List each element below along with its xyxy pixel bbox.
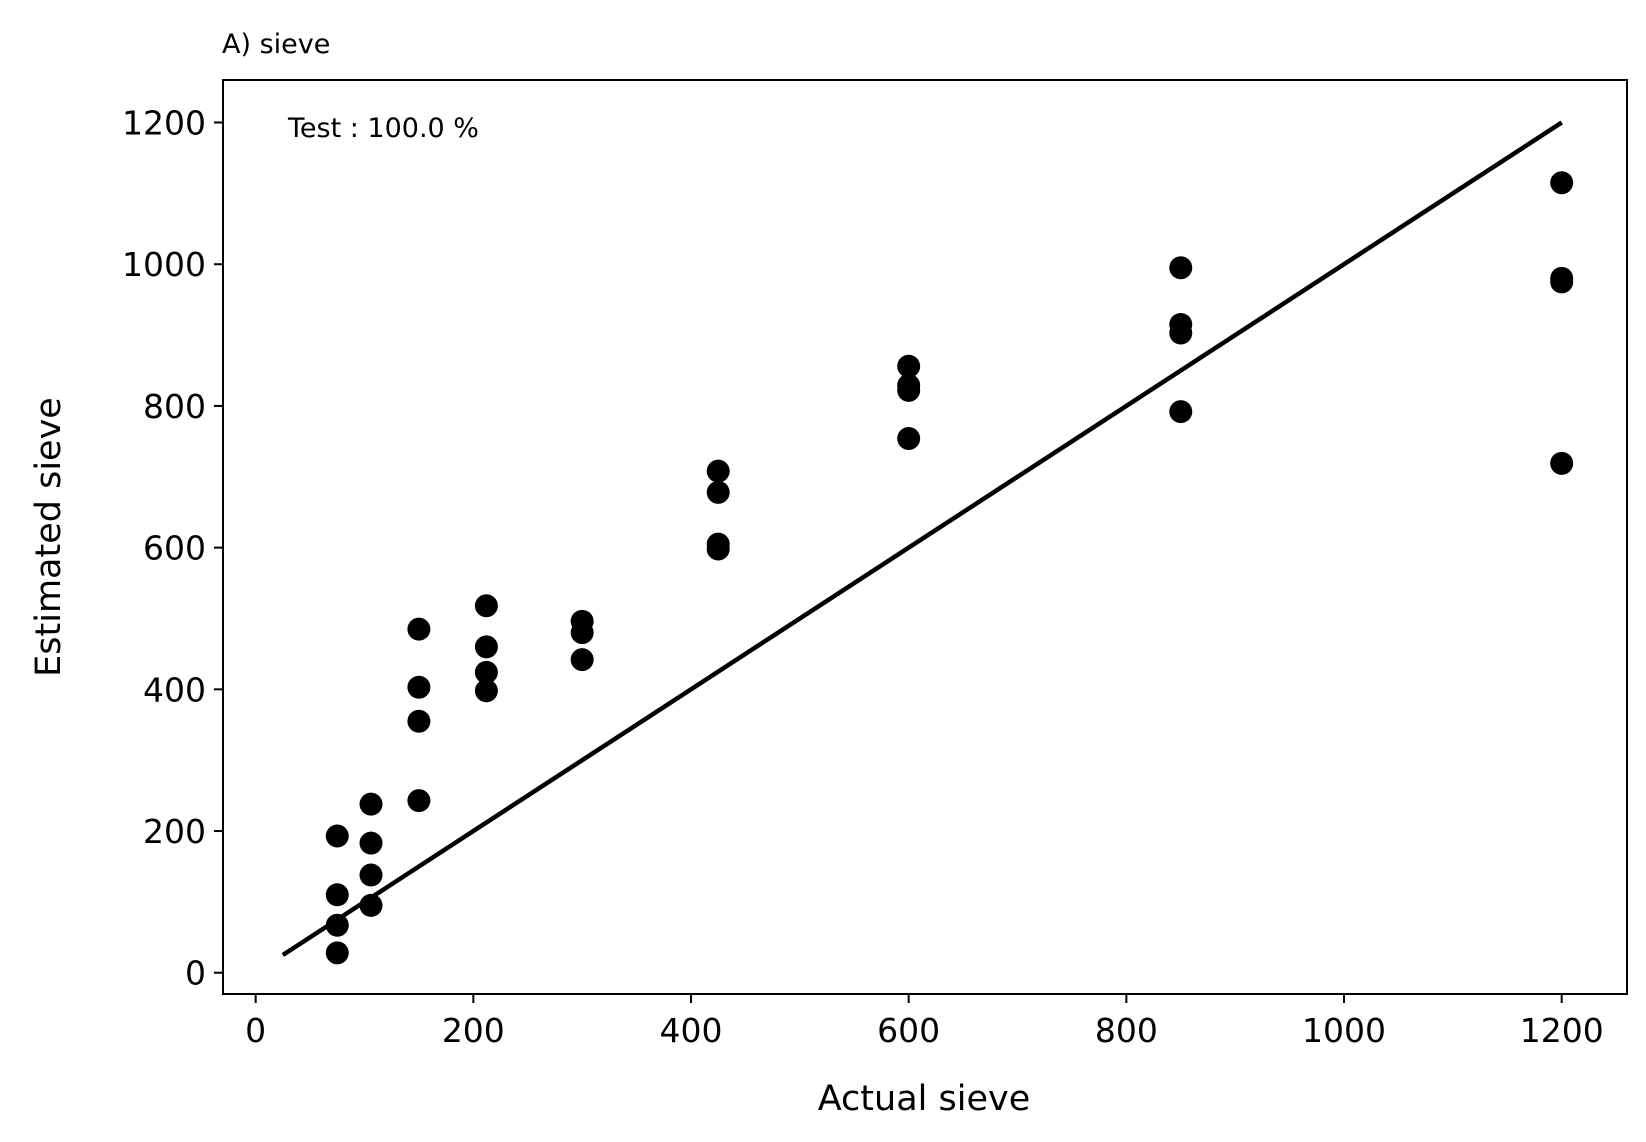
x-axis-label: Actual sieve [818, 1079, 1031, 1119]
data-point [570, 648, 594, 672]
y-tick-label: 800 [143, 387, 206, 426]
data-points [325, 171, 1574, 965]
data-point [359, 893, 383, 917]
data-point [1169, 400, 1193, 424]
data-point [325, 941, 349, 965]
y-tick-label: 400 [143, 670, 206, 709]
data-point [1169, 321, 1193, 345]
data-point [706, 480, 730, 504]
y-axis-ticks: 0 200 400 600 800 1000 1200 [122, 104, 223, 993]
x-tick-label: 1200 [1520, 1011, 1604, 1050]
data-point [706, 459, 730, 483]
y-tick-label: 1200 [122, 104, 206, 143]
data-point [706, 537, 730, 561]
data-point [1550, 451, 1574, 475]
y-axis-label: Estimated sieve [29, 397, 69, 677]
data-point [1169, 256, 1193, 280]
data-point [359, 792, 383, 816]
data-point [1550, 171, 1574, 195]
plot-frame [222, 79, 1628, 995]
reference-line [281, 120, 1563, 957]
test-annotation: Test : 100.0 % [287, 113, 479, 144]
data-point [407, 709, 431, 733]
x-tick-label: 0 [245, 1011, 266, 1050]
data-point [474, 635, 498, 659]
data-point [897, 378, 921, 402]
x-axis-ticks: 0 200 400 600 800 1000 1200 [245, 994, 1604, 1050]
data-point [474, 660, 498, 684]
data-point [897, 354, 921, 378]
data-point [897, 427, 921, 451]
data-point [407, 617, 431, 641]
data-point [474, 594, 498, 618]
data-point [325, 913, 349, 937]
y-tick-label: 0 [185, 954, 206, 993]
y-tick-label: 200 [143, 812, 206, 851]
data-point [359, 831, 383, 855]
data-point [570, 621, 594, 645]
x-tick-label: 1000 [1302, 1011, 1386, 1050]
chart-title: A) sieve [222, 29, 330, 60]
data-point [1550, 270, 1574, 294]
y-tick-label: 600 [143, 529, 206, 568]
data-point [407, 789, 431, 813]
data-point [325, 883, 349, 907]
data-point [359, 863, 383, 887]
x-tick-label: 800 [1095, 1011, 1158, 1050]
y-tick-label: 1000 [122, 245, 206, 284]
data-point [325, 824, 349, 848]
x-tick-label: 200 [442, 1011, 505, 1050]
data-point [407, 675, 431, 699]
data-point [474, 679, 498, 703]
x-tick-label: 600 [877, 1011, 940, 1050]
x-tick-label: 400 [660, 1011, 723, 1050]
